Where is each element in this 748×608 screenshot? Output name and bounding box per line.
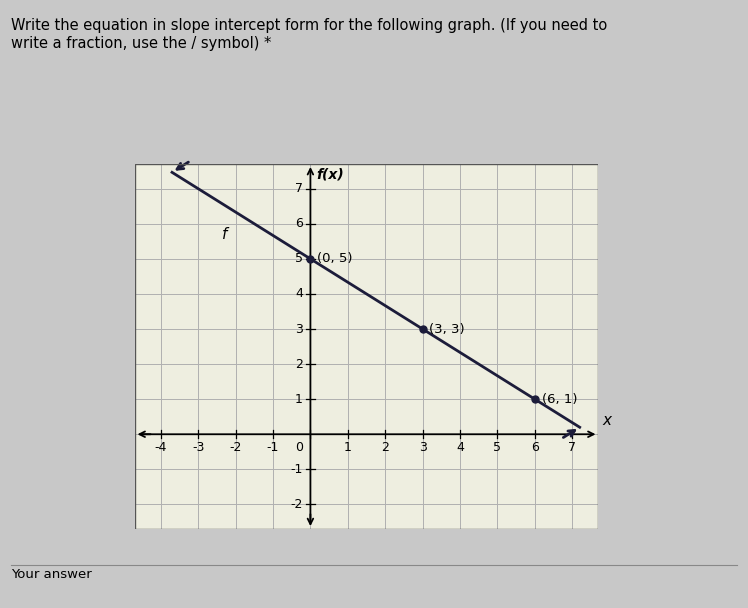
Text: 2: 2: [295, 358, 303, 371]
Text: f(x): f(x): [316, 168, 344, 182]
Text: -2: -2: [230, 441, 242, 454]
Text: f: f: [221, 227, 227, 242]
Text: 7: 7: [295, 182, 303, 195]
Text: -3: -3: [192, 441, 204, 454]
Text: 2: 2: [381, 441, 389, 454]
Text: 3: 3: [419, 441, 426, 454]
Text: (6, 1): (6, 1): [542, 393, 577, 406]
Text: (3, 3): (3, 3): [429, 322, 465, 336]
Text: -1: -1: [267, 441, 279, 454]
Text: 7: 7: [568, 441, 576, 454]
Text: -2: -2: [290, 498, 303, 511]
Text: 0: 0: [295, 441, 303, 454]
Text: 4: 4: [295, 288, 303, 300]
Text: -4: -4: [155, 441, 167, 454]
Text: 6: 6: [295, 217, 303, 230]
Text: 3: 3: [295, 322, 303, 336]
Text: x: x: [602, 413, 611, 428]
Text: 1: 1: [344, 441, 352, 454]
Text: 5: 5: [494, 441, 501, 454]
Text: (0, 5): (0, 5): [317, 252, 352, 265]
Text: 6: 6: [531, 441, 539, 454]
Text: 1: 1: [295, 393, 303, 406]
Text: 5: 5: [295, 252, 303, 265]
Text: -1: -1: [290, 463, 303, 476]
Text: Write the equation in slope intercept form for the following graph. (If you need: Write the equation in slope intercept fo…: [11, 18, 607, 50]
Text: Your answer: Your answer: [11, 568, 92, 581]
Text: 4: 4: [456, 441, 464, 454]
